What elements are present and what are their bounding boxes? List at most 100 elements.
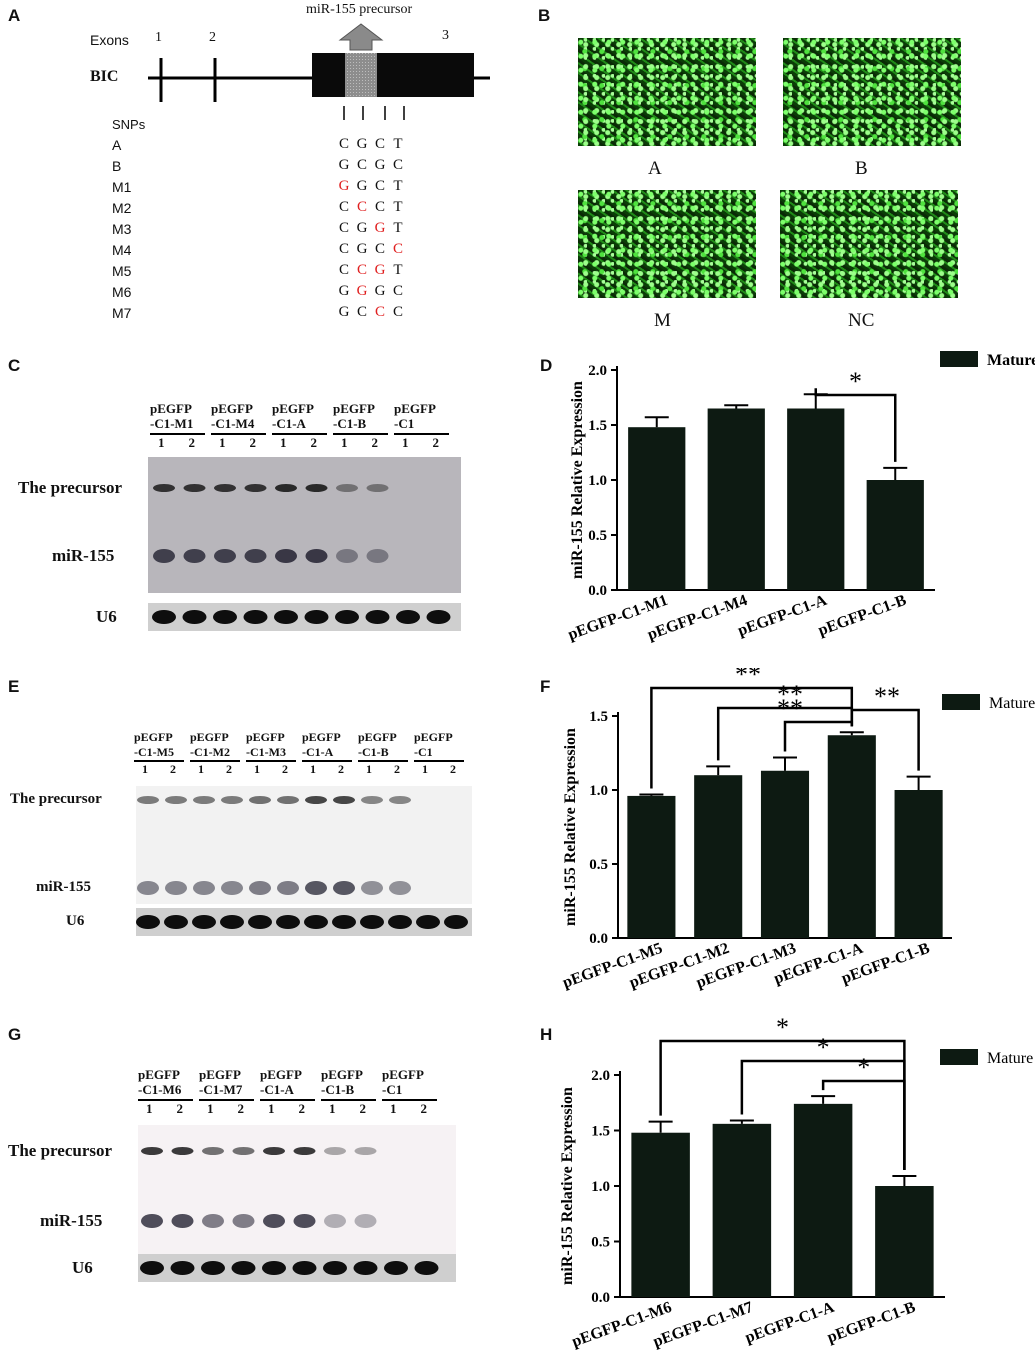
snp-base: T bbox=[393, 178, 403, 194]
lane-number: 2 bbox=[371, 435, 379, 450]
exon-3-block bbox=[312, 53, 474, 97]
mir155-band bbox=[249, 881, 271, 895]
bar bbox=[866, 480, 924, 590]
snp-row-label: M5 bbox=[112, 263, 132, 279]
precursor-texture bbox=[345, 53, 377, 97]
mir155-band bbox=[275, 549, 297, 563]
precursor-band bbox=[221, 796, 243, 804]
snp-base: G bbox=[356, 241, 368, 257]
lane-number: 1 bbox=[390, 1101, 397, 1116]
exon-number-2: 2 bbox=[209, 30, 216, 45]
lane-number: 2 bbox=[249, 435, 257, 450]
u6-band bbox=[262, 1261, 286, 1275]
precursor-band bbox=[333, 796, 355, 804]
micrograph-label-a: A bbox=[648, 158, 662, 179]
y-axis-label: miR-155 Relative Expression bbox=[569, 381, 586, 579]
u6-band bbox=[396, 610, 420, 624]
panel-letter-h: H bbox=[540, 1025, 553, 1044]
lane-header-underline bbox=[138, 1099, 193, 1101]
significance-marker: ** bbox=[874, 682, 900, 711]
lane-header-underline bbox=[199, 1099, 254, 1101]
lane-header-line: -C1-M7 bbox=[199, 1082, 243, 1097]
mir155-band bbox=[361, 881, 383, 895]
bar bbox=[628, 427, 686, 590]
y-tick-label: 1.5 bbox=[589, 709, 608, 725]
u6-band bbox=[170, 1261, 195, 1275]
mir155-band bbox=[165, 881, 187, 895]
exon-number-3: 3 bbox=[442, 28, 449, 43]
northern-blot-e: pEGFP -C1-M5 1 2 pEGFP -C1-M2 1 2 pEGFP -C1-M3 1 2 p… bbox=[0, 728, 520, 943]
gel-background bbox=[136, 786, 472, 904]
lane-header-line: -C1-M3 bbox=[246, 745, 286, 759]
precursor-band bbox=[354, 1147, 377, 1155]
lane-header-line: pEGFP bbox=[199, 1067, 241, 1082]
snp-base: G bbox=[338, 283, 350, 299]
bar bbox=[694, 775, 743, 938]
lane-number: 1 bbox=[146, 1101, 153, 1116]
lane-header-underline bbox=[211, 433, 266, 435]
lane-header-underline bbox=[414, 760, 464, 762]
u6-band bbox=[152, 610, 176, 624]
y-tick-label: 2.0 bbox=[591, 1068, 610, 1084]
significance-bracket bbox=[821, 1079, 906, 1171]
mir155-band bbox=[354, 1214, 377, 1228]
snp-row-label: M1 bbox=[112, 179, 132, 195]
lane-header-line: pEGFP bbox=[394, 401, 436, 416]
precursor-band bbox=[193, 796, 215, 804]
legend-label: Mature bbox=[987, 352, 1035, 369]
u6-band bbox=[164, 915, 188, 929]
bar bbox=[827, 735, 876, 938]
micrograph-nc bbox=[780, 190, 958, 298]
mir155-band bbox=[232, 1214, 255, 1228]
lane-group-header: pEGFP -C1-M1 bbox=[150, 401, 193, 431]
panel-letter-c: C bbox=[8, 356, 21, 375]
precursor-band bbox=[141, 1147, 163, 1155]
u6-band bbox=[365, 610, 390, 624]
precursor-label: miR-155 precursor bbox=[306, 2, 413, 17]
mir155-band bbox=[137, 881, 159, 895]
lane-header-line: -C1 bbox=[394, 416, 415, 431]
legend-label: Mature bbox=[987, 1050, 1033, 1067]
blot-row-label: The precursor bbox=[18, 477, 123, 497]
bar bbox=[707, 408, 765, 590]
y-tick-label: 0.5 bbox=[589, 857, 608, 873]
mir155-band bbox=[305, 881, 327, 895]
lane-header-line: pEGFP bbox=[150, 401, 192, 416]
bar bbox=[627, 795, 676, 938]
snp-base: C bbox=[338, 199, 349, 215]
lane-number: 2 bbox=[237, 1101, 245, 1116]
lane-header-line: pEGFP bbox=[246, 730, 285, 744]
lane-header-line: -C1-M5 bbox=[134, 745, 174, 759]
precursor-band bbox=[171, 1147, 194, 1155]
mir155-band bbox=[333, 881, 355, 895]
blot-row-label: U6 bbox=[96, 606, 117, 626]
snp-base: C bbox=[338, 241, 349, 257]
panel-letter-b: B bbox=[538, 6, 551, 25]
lane-header-underline bbox=[358, 760, 408, 762]
lane-header-underline bbox=[134, 760, 184, 762]
lane-header-line: pEGFP bbox=[138, 1067, 180, 1082]
precursor-band bbox=[336, 484, 358, 492]
snps-label: SNPs bbox=[112, 117, 146, 132]
snp-base: G bbox=[338, 157, 350, 173]
lane-group-header: pEGFP -C1-B bbox=[321, 1067, 363, 1097]
blot-row-label: miR-155 bbox=[40, 1210, 103, 1230]
snp-row-label: B bbox=[112, 158, 122, 174]
snp-base: C bbox=[338, 136, 349, 152]
snp-base: C bbox=[356, 199, 367, 215]
lane-header-line: -C1-A bbox=[302, 745, 334, 759]
snp-base: G bbox=[356, 220, 368, 236]
lane-number: 1 bbox=[268, 1101, 275, 1116]
significance-marker: * bbox=[857, 1053, 870, 1082]
u6-band bbox=[416, 915, 440, 929]
u6-band bbox=[335, 610, 359, 624]
lane-group-header: pEGFP -C1-M5 bbox=[134, 730, 174, 760]
bar bbox=[875, 1186, 934, 1297]
y-tick-label: 0.5 bbox=[591, 1235, 610, 1251]
bar-chart-h: 0.0 0.5 1.0 1.5 2.0 miR-155 Relative Expressi… bbox=[559, 1015, 1033, 1351]
